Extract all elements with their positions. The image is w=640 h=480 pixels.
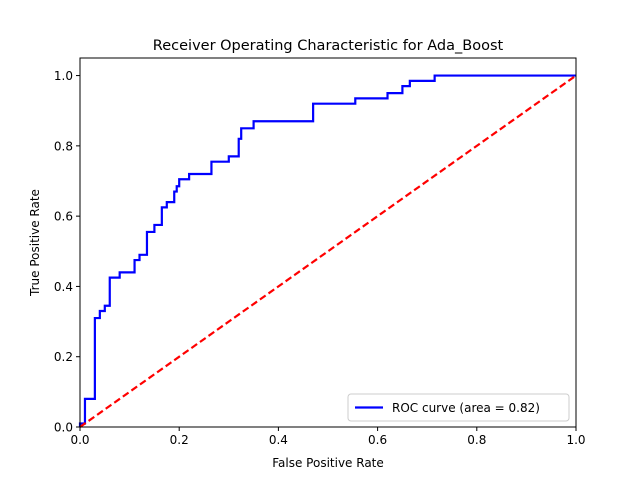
x-tick-label: 0.0 [70,433,89,447]
x-tick-label: 1.0 [566,433,585,447]
y-tick-label: 0.4 [54,280,73,294]
x-axis-label: False Positive Rate [272,456,384,470]
x-tick-label: 0.4 [269,433,288,447]
y-axis-label: True Positive Rate [28,189,42,297]
legend-label: ROC curve (area = 0.82) [392,401,540,415]
chance-diagonal-line [79,74,577,428]
chart-title: Receiver Operating Characteristic for Ad… [153,38,504,54]
legend-box [347,393,570,422]
y-ticks: 0.0 0.2 0.4 0.6 0.8 1.0 [54,69,80,435]
y-tick-label: 0.2 [54,350,73,364]
y-tick-label: 0.8 [54,139,73,153]
y-tick-label: 1.0 [54,69,73,83]
legend: ROC curve (area = 0.82) [347,393,570,422]
x-tick-label: 0.6 [368,433,387,447]
x-tick-label: 0.8 [467,433,486,447]
series-layer [78,74,577,428]
y-tick-label: 0.0 [54,421,73,435]
y-tick-label: 0.6 [54,210,73,224]
plot-frame [79,57,577,428]
x-tick-label: 0.2 [170,433,189,447]
x-ticks: 0.0 0.2 0.4 0.6 0.8 1.0 [70,427,586,447]
plot-area [80,58,576,427]
roc-curve-line [78,74,576,427]
